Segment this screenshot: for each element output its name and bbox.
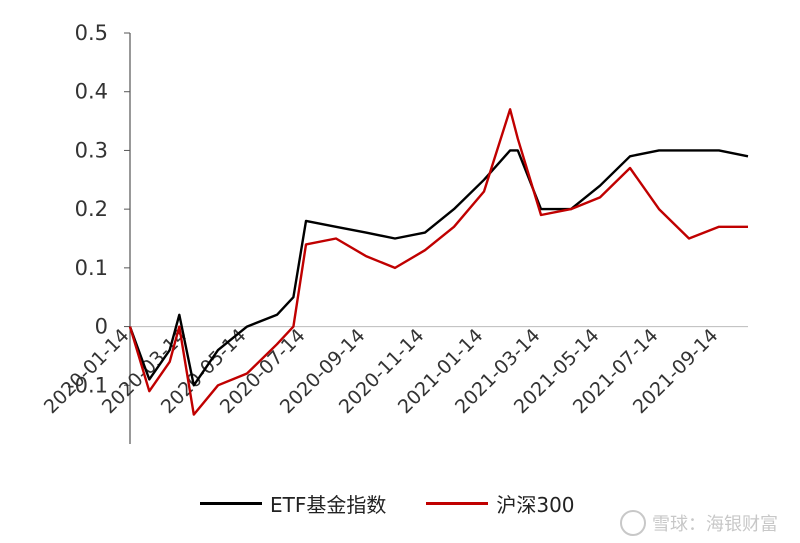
- series-line-hs300: [128, 108, 748, 416]
- series-layer: [128, 108, 749, 416]
- series-line-etf: [128, 149, 749, 387]
- legend-swatch-etf: [200, 501, 262, 505]
- legend: ETF基金指数 沪深300: [200, 488, 575, 518]
- y-tick-label: 0.5: [75, 21, 108, 45]
- y-tick-label: 0.4: [75, 80, 108, 104]
- legend-item-etf: ETF基金指数: [200, 489, 386, 518]
- y-tick-label: -0.1: [67, 373, 108, 397]
- y-tick-label: 0.3: [75, 138, 108, 162]
- xueqiu-logo-icon: [620, 510, 646, 536]
- y-axis: 0.5 0.4 0.3 0.2 0.1 0 -0.1: [67, 21, 131, 444]
- legend-label-etf: ETF基金指数: [270, 492, 387, 517]
- legend-item-hs300: 沪深300: [426, 489, 575, 518]
- legend-swatch-hs300: [426, 501, 489, 505]
- y-tick-label: 0: [95, 315, 108, 339]
- legend-label-hs300: 沪深300: [496, 492, 575, 517]
- watermark: 雪球：海银财富: [620, 510, 778, 536]
- y-tick-label: 0.1: [75, 256, 108, 280]
- y-tick-label: 0.2: [75, 197, 108, 221]
- watermark-text: 雪球：海银财富: [652, 514, 778, 535]
